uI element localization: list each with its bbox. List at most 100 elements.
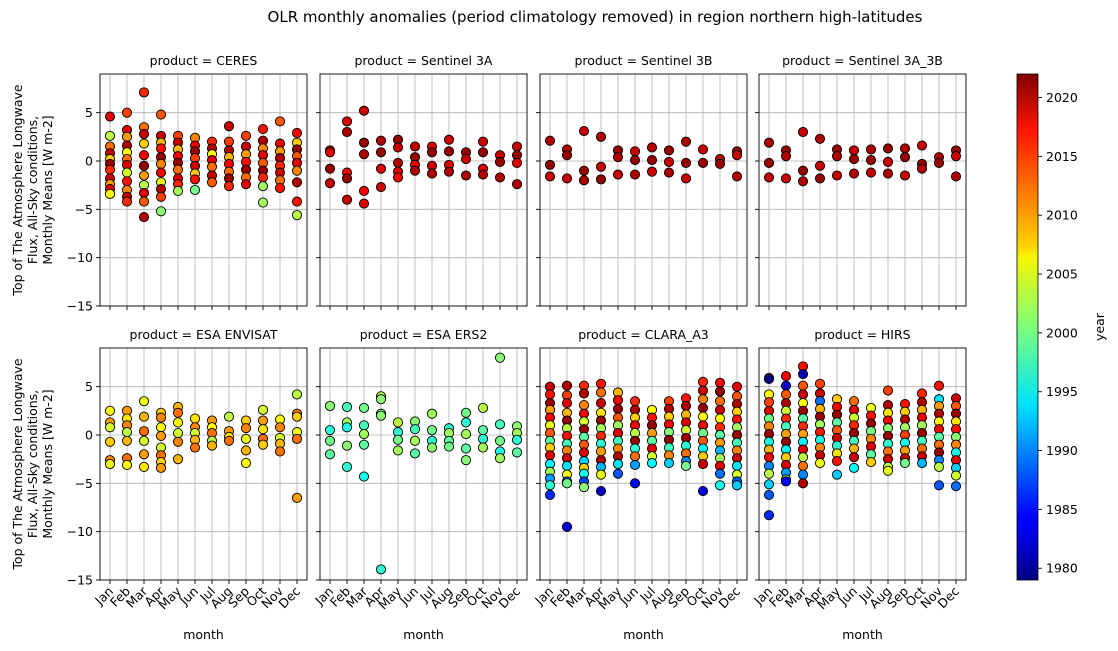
data-point (291, 196, 303, 207)
data-point (933, 461, 945, 472)
panel-7: product = HIRSJanFebMarAprMayJunJulAugSe… (750, 327, 967, 642)
data-point (477, 402, 489, 413)
data-point (460, 428, 472, 440)
data-point (291, 389, 303, 400)
data-point (291, 177, 303, 188)
data-point (780, 173, 792, 184)
data-point (291, 492, 303, 503)
data-point (680, 460, 692, 471)
data-point (223, 411, 235, 422)
data-point (358, 439, 370, 450)
data-point (189, 174, 201, 185)
data-point (629, 459, 641, 471)
data-point (257, 197, 269, 208)
data-point (780, 370, 792, 382)
data-point (763, 137, 775, 148)
data-point (797, 452, 809, 463)
data-point (646, 154, 658, 166)
data-point (680, 157, 692, 168)
data-point (138, 196, 150, 207)
data-point (763, 157, 775, 168)
data-point (865, 457, 877, 468)
data-point (763, 510, 775, 521)
data-point (899, 170, 911, 181)
data-point (714, 404, 726, 415)
data-point (138, 449, 150, 460)
data-point (223, 136, 235, 147)
data-point (138, 411, 150, 422)
data-point (392, 445, 404, 456)
panel-title: product = ESA ERS2 (360, 327, 488, 342)
data-point (697, 385, 709, 396)
panel-1: product = Sentinel 3A (316, 53, 528, 310)
y-tick-label: −10 (67, 524, 93, 539)
data-point (138, 170, 150, 181)
data-point (697, 394, 709, 405)
data-point (831, 469, 843, 480)
data-point (797, 478, 809, 489)
data-point (257, 124, 269, 135)
data-point (138, 87, 150, 98)
data-point (848, 452, 860, 463)
data-point (814, 173, 826, 184)
y-tick-label: −15 (67, 299, 93, 314)
data-point (714, 377, 726, 388)
panel-frame (539, 73, 748, 307)
data-point (831, 151, 843, 162)
panel-title: product = CERES (150, 53, 258, 68)
data-point (375, 182, 387, 193)
data-point (240, 130, 252, 141)
panel-0: product = CERES 5 0 −5 −10 −15 Top of The Atmo… (10, 53, 308, 314)
data-point (460, 455, 472, 466)
data-point (138, 396, 150, 407)
data-point (595, 161, 607, 172)
data-point (104, 458, 116, 470)
data-point (814, 160, 826, 171)
data-point (561, 398, 573, 409)
panel-title: product = Sentinel 3A_3B (782, 53, 943, 68)
data-point (375, 410, 387, 421)
data-point (274, 446, 286, 457)
colorbar-tick-label: 1980 (1046, 561, 1078, 576)
panel-5: product = ESA ERS2JanFebMarAprMayJunJulA… (311, 327, 528, 642)
colorbar-tick-label: 2010 (1046, 208, 1078, 223)
data-point (291, 210, 303, 221)
data-point (409, 435, 421, 446)
data-point (511, 141, 523, 152)
data-point (460, 417, 472, 428)
data-point (544, 159, 556, 170)
panel-frame (319, 347, 528, 581)
data-point (274, 116, 286, 127)
data-point (409, 424, 421, 435)
data-point (763, 397, 775, 408)
data-point (612, 169, 624, 180)
y-axis-label: Monthly Means [W m-2] (40, 389, 55, 538)
data-point (865, 154, 877, 166)
data-point (831, 456, 843, 467)
y-axis-label: Monthly Means [W m-2] (40, 115, 55, 264)
data-point (629, 154, 641, 166)
data-point (155, 412, 167, 423)
data-point (797, 369, 809, 380)
data-point (274, 183, 286, 194)
y-axis-label: Flux, All-Sky conditions, (25, 390, 40, 538)
data-point (544, 135, 556, 146)
data-point (324, 163, 336, 174)
y-axis-label: Flux, All-Sky conditions, (25, 116, 40, 264)
data-point (358, 428, 370, 440)
data-point (578, 175, 590, 186)
data-point (240, 457, 252, 469)
data-point (257, 181, 269, 192)
data-point (477, 136, 489, 147)
data-point (460, 170, 472, 181)
data-point (561, 478, 573, 489)
data-point (341, 116, 353, 127)
data-point (916, 140, 928, 151)
data-point (933, 157, 945, 168)
data-point (848, 168, 860, 179)
data-point (511, 434, 523, 445)
data-point (443, 134, 455, 145)
data-point (544, 171, 556, 182)
data-point (663, 145, 675, 156)
data-point (155, 462, 167, 473)
